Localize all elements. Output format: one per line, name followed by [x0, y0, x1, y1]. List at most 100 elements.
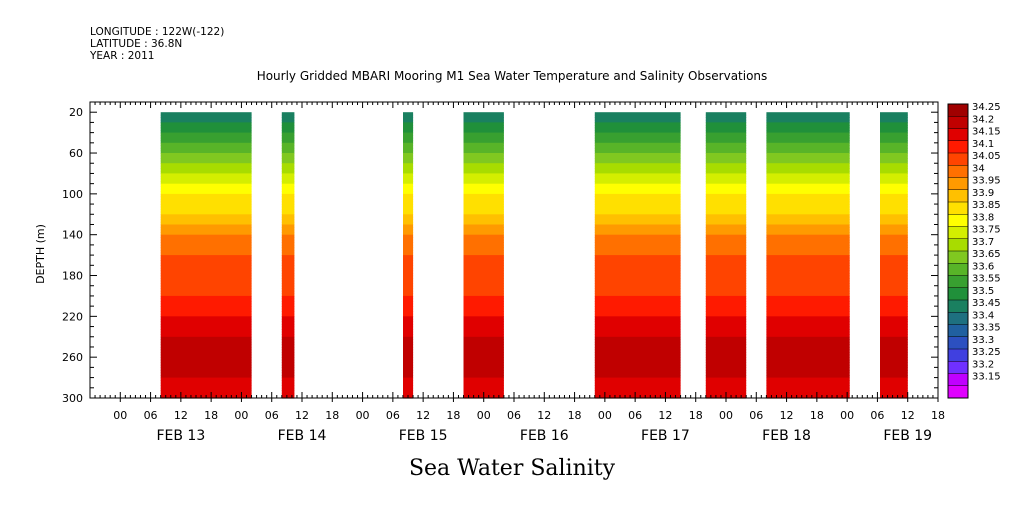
salinity-cell: [766, 199, 850, 203]
salinity-cell: [594, 142, 681, 146]
salinity-cell: [403, 359, 414, 363]
salinity-cell: [594, 150, 681, 154]
colorbar-swatch: [948, 312, 968, 325]
salinity-cell: [463, 349, 504, 353]
salinity-cell: [463, 344, 504, 348]
salinity-cell: [705, 214, 747, 218]
salinity-cell: [281, 209, 295, 213]
salinity-cell: [766, 273, 850, 277]
colorbar-swatch: [948, 140, 968, 154]
salinity-cell: [880, 160, 908, 164]
salinity-cell: [281, 357, 295, 361]
salinity-cell: [880, 127, 908, 131]
salinity-cell: [281, 344, 295, 348]
salinity-cell: [880, 283, 908, 287]
salinity-cell: [705, 209, 747, 213]
salinity-cell: [281, 293, 295, 297]
salinity-cell: [281, 265, 295, 269]
salinity-cell: [705, 196, 747, 200]
salinity-cell: [281, 234, 295, 238]
salinity-cell: [705, 329, 747, 333]
salinity-cell: [403, 137, 414, 141]
salinity-cell: [403, 170, 414, 175]
colorbar-swatch: [948, 373, 968, 387]
salinity-cell: [594, 193, 681, 198]
salinity-cell: [705, 252, 747, 256]
x-tick-label: 12: [658, 409, 672, 422]
salinity-cell: [766, 142, 850, 146]
salinity-cell: [463, 229, 504, 233]
salinity-cell: [594, 165, 681, 169]
salinity-cell: [766, 168, 850, 172]
salinity-cell: [594, 298, 681, 302]
salinity-cell: [594, 306, 681, 310]
salinity-cell: [766, 334, 850, 338]
salinity-cell: [160, 273, 252, 277]
colorbar-label: 33.35: [972, 323, 1001, 334]
salinity-cell: [594, 252, 681, 256]
salinity-cell: [281, 364, 295, 368]
salinity-cell: [766, 341, 850, 346]
salinity-cell: [766, 278, 850, 282]
salinity-cell: [463, 313, 504, 317]
salinity-cell: [463, 341, 504, 346]
salinity-cell: [880, 232, 908, 236]
salinity-cell: [403, 163, 414, 167]
salinity-cell: [160, 385, 252, 389]
salinity-cell: [880, 336, 908, 340]
salinity-cell: [594, 199, 681, 203]
salinity-cell: [160, 196, 252, 200]
salinity-cell: [766, 329, 850, 333]
salinity-cell: [766, 242, 850, 246]
salinity-cell: [705, 293, 747, 297]
salinity-cell: [160, 267, 252, 272]
salinity-cell: [705, 375, 747, 379]
salinity-cell: [463, 382, 504, 386]
salinity-cell: [281, 122, 295, 126]
colorbar-label: 33.8: [972, 212, 994, 223]
salinity-cell: [705, 387, 747, 391]
salinity-cell: [705, 127, 747, 131]
salinity-cell: [463, 250, 504, 254]
salinity-cell: [281, 262, 295, 266]
x-tick-label: 18: [204, 409, 218, 422]
salinity-cell: [160, 288, 252, 292]
data-segment: [705, 112, 747, 399]
salinity-cell: [880, 165, 908, 169]
salinity-cell: [880, 242, 908, 246]
salinity-cell: [403, 150, 414, 154]
salinity-cell: [403, 199, 414, 203]
salinity-cell: [160, 255, 252, 259]
colorbar-swatch: [948, 128, 968, 142]
salinity-cell: [403, 347, 414, 351]
salinity-cell: [880, 142, 908, 146]
salinity-cell: [594, 170, 681, 175]
salinity-cell: [160, 219, 252, 223]
salinity-cell: [766, 211, 850, 215]
salinity-cell: [281, 199, 295, 203]
salinity-cell: [705, 359, 747, 363]
salinity-cell: [594, 127, 681, 131]
salinity-cell: [463, 377, 504, 381]
salinity-cell: [880, 267, 908, 272]
salinity-cell: [880, 201, 908, 205]
salinity-cell: [403, 313, 414, 317]
salinity-cell: [766, 380, 850, 384]
salinity-cell: [705, 352, 747, 356]
salinity-cell: [281, 150, 295, 154]
salinity-cell: [403, 275, 414, 279]
x-day-label: FEB 17: [641, 428, 690, 444]
salinity-cell: [403, 298, 414, 302]
x-tick-label: 18: [810, 409, 824, 422]
salinity-cell: [281, 170, 295, 175]
salinity-cell: [880, 357, 908, 361]
salinity-cell: [705, 181, 747, 185]
salinity-cell: [766, 119, 850, 124]
y-tick-label: 60: [69, 147, 83, 160]
colorbar-swatch: [948, 238, 968, 252]
colorbar-swatch: [948, 251, 968, 264]
salinity-cell: [766, 114, 850, 118]
salinity-cell: [705, 158, 747, 162]
salinity-cell: [160, 293, 252, 297]
salinity-cell: [403, 209, 414, 213]
